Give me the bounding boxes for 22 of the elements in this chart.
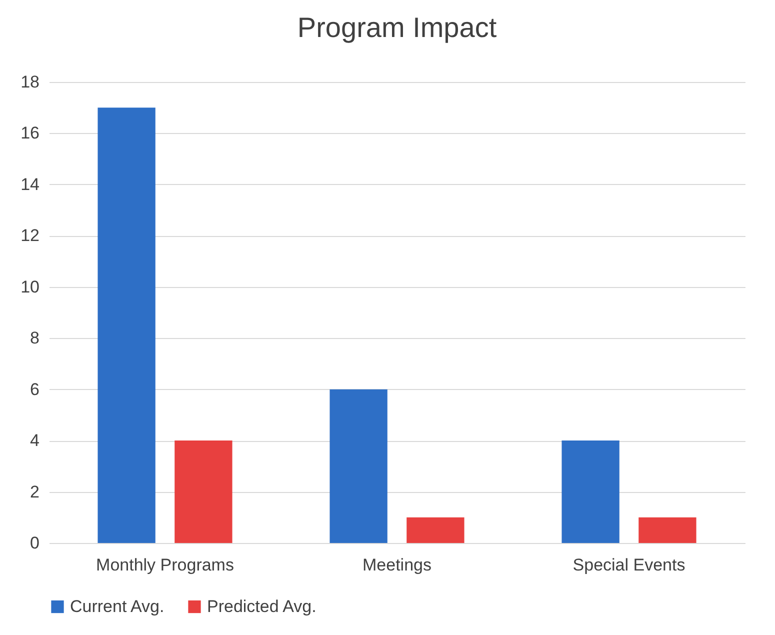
bar — [562, 440, 620, 543]
bar — [330, 389, 388, 543]
bar — [638, 517, 696, 543]
y-tick-label: 18 — [20, 72, 40, 92]
y-tick-label: 16 — [20, 124, 40, 143]
y-tick-label: 8 — [30, 328, 40, 348]
y-tick-label: 14 — [20, 174, 40, 194]
y-tick-label: 12 — [20, 226, 40, 246]
x-tick-label: Monthly Programs — [96, 556, 234, 574]
bar — [98, 108, 156, 543]
y-tick-label: 0 — [30, 534, 40, 552]
x-tick-label: Special Events — [572, 556, 686, 574]
x-tick-label: Meetings — [362, 556, 432, 574]
chart-title: Program Impact — [297, 12, 497, 43]
bar — [406, 517, 464, 543]
legend-label: Predicted Avg. — [207, 596, 316, 616]
y-tick-label: 2 — [30, 482, 40, 502]
y-tick-label: 6 — [30, 380, 40, 399]
legend-label: Current Avg. — [70, 596, 164, 616]
y-tick-label: 10 — [20, 277, 40, 296]
y-tick-label: 4 — [30, 431, 40, 450]
bar — [174, 440, 232, 543]
